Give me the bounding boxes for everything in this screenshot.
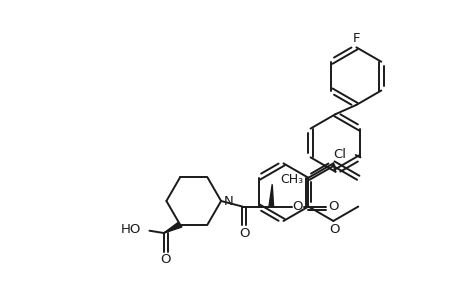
Text: O: O [160,253,171,266]
Text: HO: HO [121,223,141,236]
Text: O: O [328,200,338,213]
Polygon shape [269,184,274,207]
Text: CH₃: CH₃ [280,173,304,186]
Text: O: O [239,226,249,240]
Text: F: F [353,32,360,46]
Text: N: N [223,195,233,208]
Text: O: O [292,200,303,213]
Text: O: O [329,223,340,236]
Polygon shape [164,222,182,233]
Text: Cl: Cl [334,148,347,161]
